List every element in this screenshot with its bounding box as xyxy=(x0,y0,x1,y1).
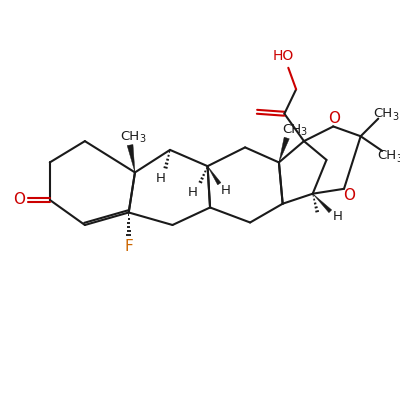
Polygon shape xyxy=(313,194,332,213)
Text: CH: CH xyxy=(120,130,140,143)
Text: H: H xyxy=(188,186,198,199)
Text: 3: 3 xyxy=(396,154,400,164)
Text: HO: HO xyxy=(273,49,294,63)
Text: CH: CH xyxy=(374,107,393,120)
Text: H: H xyxy=(333,210,343,223)
Text: F: F xyxy=(124,239,133,254)
Text: 3: 3 xyxy=(392,112,398,122)
Polygon shape xyxy=(279,137,289,162)
Text: CH: CH xyxy=(282,123,301,136)
Text: O: O xyxy=(14,192,26,208)
Text: 3: 3 xyxy=(139,134,145,144)
Text: O: O xyxy=(328,111,340,126)
Polygon shape xyxy=(127,144,135,172)
Text: CH: CH xyxy=(378,149,397,162)
Text: 3: 3 xyxy=(300,127,306,137)
Text: O: O xyxy=(343,188,355,203)
Polygon shape xyxy=(208,166,221,185)
Text: H: H xyxy=(155,172,165,185)
Text: H: H xyxy=(221,184,231,197)
